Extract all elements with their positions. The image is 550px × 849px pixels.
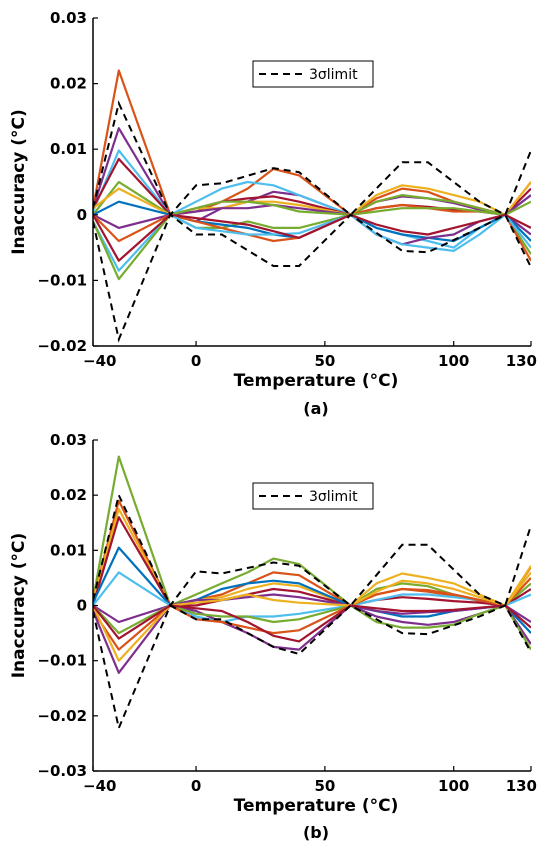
limit-lower-line bbox=[93, 604, 531, 732]
data-series-line bbox=[93, 571, 531, 624]
data-series-line bbox=[93, 604, 531, 643]
y-axis-label: Inaccuracy (°C) bbox=[9, 109, 29, 255]
x-tick-label: 130 bbox=[506, 352, 537, 370]
x-tick-label: 100 bbox=[438, 777, 469, 795]
data-series-line bbox=[93, 213, 531, 262]
y-tick-label: 0.03 bbox=[50, 9, 87, 27]
x-tick-label: 0 bbox=[191, 352, 201, 370]
y-tick-label: −0.03 bbox=[37, 762, 87, 780]
data-series-line bbox=[93, 571, 531, 662]
plot-area bbox=[93, 455, 531, 732]
x-tick-label: 130 bbox=[506, 777, 537, 795]
data-series-line bbox=[93, 213, 531, 272]
y-tick-label: 0.02 bbox=[50, 75, 87, 93]
x-tick-label: 100 bbox=[438, 352, 469, 370]
legend-label: 3σlimit bbox=[309, 67, 358, 83]
y-tick-label: 0 bbox=[77, 597, 87, 615]
y-tick-label: −0.02 bbox=[37, 707, 87, 725]
data-series-line bbox=[93, 604, 531, 651]
panel-b: −0.03 −0.02 −0.01 0 0.01 0.02 0.03 −40 0 50 100 130… bbox=[9, 431, 537, 842]
y-tick-label: 0 bbox=[77, 206, 87, 224]
x-tick-label: 50 bbox=[314, 352, 335, 370]
legend-label: 3σlimit bbox=[309, 489, 358, 505]
plot-area bbox=[93, 69, 531, 343]
data-series-line bbox=[93, 194, 531, 246]
panel-a: −0.02 −0.01 0 0.01 0.02 0.03 −40 0 50 100 130 Tempe… bbox=[9, 9, 537, 418]
y-axis-label: Inaccuracy (°C) bbox=[9, 533, 29, 679]
x-tick-label: −40 bbox=[83, 777, 116, 795]
y-tick-label: 0.01 bbox=[50, 541, 87, 559]
x-axis-label: Temperature (°C) bbox=[234, 371, 399, 391]
y-tick-label: −0.01 bbox=[37, 652, 87, 670]
panel-caption: (a) bbox=[303, 399, 328, 418]
data-series-line bbox=[93, 604, 531, 651]
x-tick-label: 50 bbox=[314, 777, 335, 795]
x-tick-label: −40 bbox=[83, 352, 116, 370]
y-tick-label: −0.01 bbox=[37, 271, 87, 289]
y-tick-label: 0.02 bbox=[50, 486, 87, 504]
limit-lower-line bbox=[93, 213, 531, 343]
data-series-line bbox=[93, 516, 531, 607]
y-tick-label: −0.02 bbox=[37, 337, 87, 355]
x-axis-label: Temperature (°C) bbox=[234, 796, 399, 816]
data-series-line bbox=[93, 200, 531, 281]
y-tick-label: 0.03 bbox=[50, 431, 87, 449]
y-tick-label: 0.01 bbox=[50, 140, 87, 158]
x-tick-label: 0 bbox=[191, 777, 201, 795]
panel-caption: (b) bbox=[303, 823, 329, 842]
data-series-line bbox=[93, 149, 531, 249]
